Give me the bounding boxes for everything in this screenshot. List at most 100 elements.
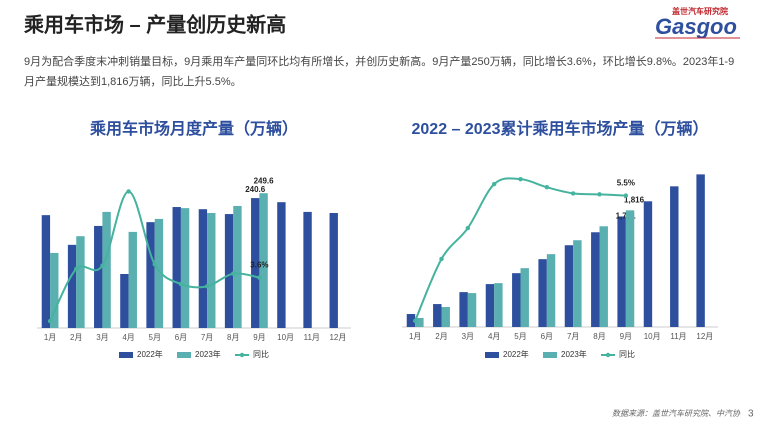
x-tick-label: 10月	[277, 333, 294, 342]
bar	[625, 210, 635, 327]
x-tick-label: 10月	[644, 332, 661, 341]
data-label: 240.6	[245, 185, 266, 194]
bar	[538, 259, 547, 327]
bar	[441, 307, 450, 327]
bar	[467, 293, 477, 327]
x-tick-label: 1月	[44, 333, 56, 342]
line-point	[126, 189, 131, 194]
legend-swatch	[485, 352, 499, 358]
x-tick-label: 3月	[96, 333, 108, 342]
bar	[120, 274, 129, 328]
x-tick-label: 9月	[253, 333, 265, 342]
slide-title: 乘用车市场 – 产量创历史新高	[23, 12, 286, 36]
legend-label: 2023年	[561, 349, 587, 359]
x-tick-label: 11月	[670, 332, 686, 341]
source: 数据来源：盖世汽车研究院、中汽协	[612, 409, 741, 418]
bar	[251, 198, 260, 328]
legend-swatch	[177, 352, 191, 358]
line-point	[231, 271, 236, 276]
line	[49, 190, 260, 322]
bar	[494, 283, 503, 327]
x-tick-label: 12月	[696, 332, 713, 341]
legend-label: 2023年	[195, 349, 221, 359]
bar	[617, 216, 626, 327]
line-point	[152, 262, 157, 267]
bar	[433, 304, 442, 327]
bar	[224, 214, 234, 328]
x-tick-label: 12月	[329, 333, 346, 342]
bar	[406, 314, 416, 327]
line-point	[100, 263, 105, 268]
bar	[546, 254, 556, 327]
x-tick-label: 1月	[409, 332, 421, 341]
line-point	[178, 281, 184, 287]
x-tick-label: 2月	[435, 332, 447, 341]
line-point	[439, 256, 444, 262]
line-point	[412, 318, 418, 324]
bar	[599, 226, 608, 327]
x-tick-label: 7月	[567, 332, 579, 341]
bar	[329, 212, 338, 328]
summary: 9月为配合季度末冲刺销量目标，9月乘用车产量同环比均有所增长，并创历史新高。9月…	[24, 56, 735, 88]
line-point	[597, 192, 602, 197]
line-point	[623, 193, 629, 198]
legend-label: 同比	[253, 349, 269, 359]
bar	[303, 211, 312, 328]
data-label: 1,816	[624, 195, 645, 204]
x-tick-label: 7月	[201, 333, 213, 342]
legend-label: 2022年	[503, 349, 529, 359]
bar	[102, 211, 111, 328]
bar	[146, 222, 155, 328]
legend-swatch-dot	[605, 352, 611, 358]
bar	[94, 225, 103, 328]
legend-swatch	[119, 352, 133, 358]
bar	[277, 202, 286, 328]
legend-label: 同比	[619, 349, 635, 359]
bar	[415, 318, 424, 327]
summary-box: 9月为配合季度末冲刺销量目标，9月乘用车产量同环比均有所增长，并创历史新高。9月…	[24, 56, 735, 88]
bar	[573, 240, 582, 327]
line-point	[518, 176, 523, 182]
bar	[67, 244, 77, 328]
bar	[259, 193, 268, 328]
bar	[76, 236, 85, 328]
line-point	[257, 275, 262, 280]
x-tick-label: 4月	[488, 332, 500, 341]
bar	[485, 284, 495, 327]
data-label: 5.5%	[617, 179, 635, 188]
line-point	[47, 318, 53, 324]
legend-swatch-dot	[239, 352, 245, 358]
x-tick-label: 5月	[514, 332, 526, 341]
bar	[512, 273, 521, 327]
logo-sub: 盖世汽车研究院	[672, 6, 728, 16]
x-tick-label: 6月	[175, 333, 187, 342]
bar	[670, 186, 679, 327]
line-point	[74, 266, 79, 272]
bar	[459, 292, 468, 327]
x-tick-label: 2月	[70, 333, 82, 342]
x-tick-label: 9月	[620, 332, 632, 341]
x-tick-label: 8月	[593, 332, 605, 341]
bar	[128, 231, 137, 328]
bar	[696, 174, 705, 327]
data-label: 249.6	[254, 176, 275, 185]
x-tick-label: 11月	[304, 333, 320, 342]
line-point	[204, 284, 210, 289]
page-number: 3	[748, 409, 754, 420]
legend-label: 2022年	[137, 349, 163, 359]
x-tick-label: 3月	[462, 332, 474, 341]
bar	[520, 268, 529, 327]
logo: Gasgoo	[655, 14, 737, 39]
line-point	[491, 181, 497, 187]
line-point	[465, 225, 471, 231]
bar	[50, 252, 59, 328]
line-point	[544, 185, 550, 190]
bar	[154, 218, 164, 328]
bar	[564, 245, 574, 327]
legend-swatch	[543, 352, 557, 358]
bar	[41, 215, 51, 328]
bar	[643, 201, 653, 327]
x-tick-label: 4月	[122, 333, 134, 342]
bar	[233, 205, 242, 328]
